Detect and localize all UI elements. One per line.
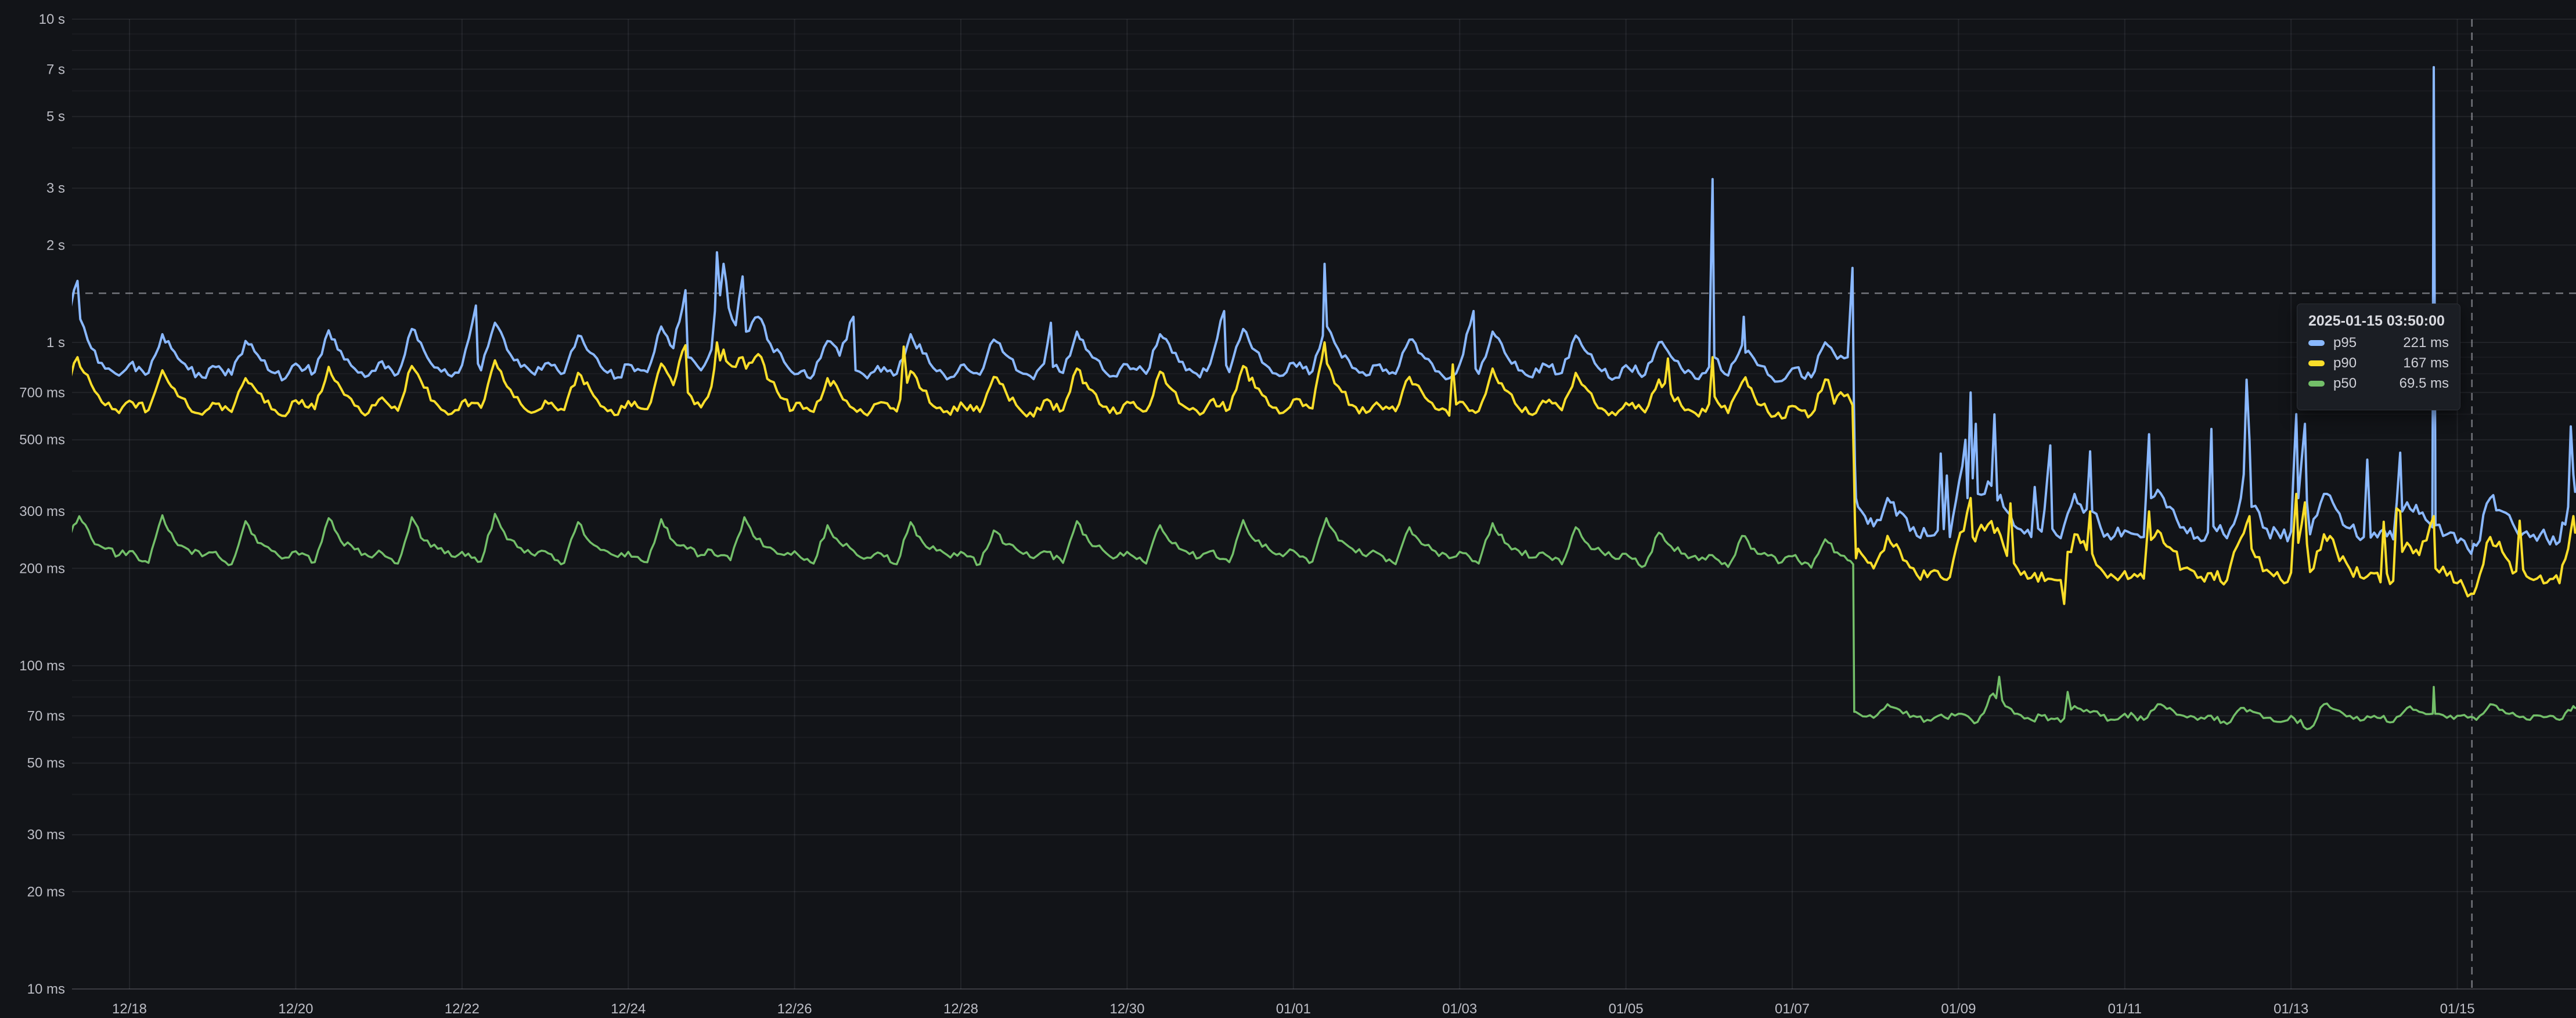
- x-tick-label: 12/30: [1109, 1001, 1144, 1017]
- x-tick-label: 01/03: [1442, 1001, 1477, 1017]
- axis-labels: 10 s 7 s 5 s 3 s 2 s 1 s 700 ms 500 ms 300 ms 200…: [19, 12, 2474, 1017]
- y-tick-label: 10 s: [39, 12, 65, 27]
- x-tick-label: 12/24: [611, 1001, 646, 1017]
- p95-series-color-pill: [2308, 340, 2325, 346]
- series-p95-line[interactable]: [71, 66, 2576, 555]
- y-tick-label: 2 s: [46, 237, 65, 253]
- tooltip-timestamp: 2025-01-15 03:50:00: [2308, 313, 2445, 329]
- x-tick-label: 01/07: [1775, 1001, 1810, 1017]
- tooltip-row-p50: p50 69.5 ms: [2308, 377, 2449, 391]
- x-tick-label: 12/22: [445, 1001, 480, 1017]
- tooltip-series-value: 69.5 ms: [2399, 376, 2449, 391]
- y-tick-label: 100 ms: [19, 658, 65, 674]
- y-tick-label: 200 ms: [19, 561, 65, 576]
- tooltip-series-value: 221 ms: [2403, 335, 2449, 351]
- tooltip-row-p95: p95 221 ms: [2308, 336, 2449, 350]
- p50-series-color-pill: [2308, 381, 2325, 387]
- chart-tooltip: 2025-01-15 03:50:00 p95 221 ms p90 167 m…: [2297, 304, 2460, 410]
- x-tick-label: 01/09: [1941, 1001, 1976, 1017]
- series-p50-line[interactable]: [71, 512, 2576, 731]
- p90-series-color-pill: [2308, 360, 2325, 366]
- tooltip-row-p90: p90 167 ms: [2308, 356, 2449, 370]
- y-tick-label: 300 ms: [19, 504, 65, 519]
- x-tick-label: 01/15: [2440, 1001, 2475, 1017]
- x-tick-label: 01/11: [2108, 1001, 2142, 1017]
- tooltip-series-label: p50: [2333, 376, 2357, 391]
- y-tick-label: 70 ms: [27, 708, 65, 724]
- y-tick-label: 10 ms: [27, 981, 65, 997]
- x-tick-label: 12/28: [943, 1001, 978, 1017]
- y-tick-label: 700 ms: [19, 385, 65, 400]
- y-tick-label: 20 ms: [27, 884, 65, 900]
- gridlines: [72, 19, 2576, 990]
- tooltip-series-value: 167 ms: [2403, 355, 2449, 371]
- y-tick-label: 50 ms: [27, 756, 65, 771]
- series-p90-line[interactable]: [71, 341, 2576, 605]
- y-tick-label: 5 s: [46, 109, 65, 125]
- tooltip-series-label: p90: [2333, 355, 2357, 371]
- x-tick-label: 01/01: [1276, 1001, 1311, 1017]
- x-tick-label: 12/18: [112, 1001, 147, 1017]
- x-tick-label: 12/20: [278, 1001, 313, 1017]
- x-tick-label: 12/26: [777, 1001, 812, 1017]
- y-tick-label: 1 s: [46, 335, 65, 351]
- x-tick-label: 01/13: [2274, 1001, 2308, 1017]
- crosshair: [72, 19, 2576, 989]
- y-tick-label: 3 s: [46, 181, 65, 196]
- series-group: [71, 66, 2576, 731]
- tooltip-series-label: p95: [2333, 335, 2357, 351]
- x-tick-label: 01/05: [1609, 1001, 1644, 1017]
- y-tick-label: 7 s: [46, 62, 65, 77]
- y-tick-label: 500 ms: [19, 432, 65, 448]
- y-tick-label: 30 ms: [27, 827, 65, 843]
